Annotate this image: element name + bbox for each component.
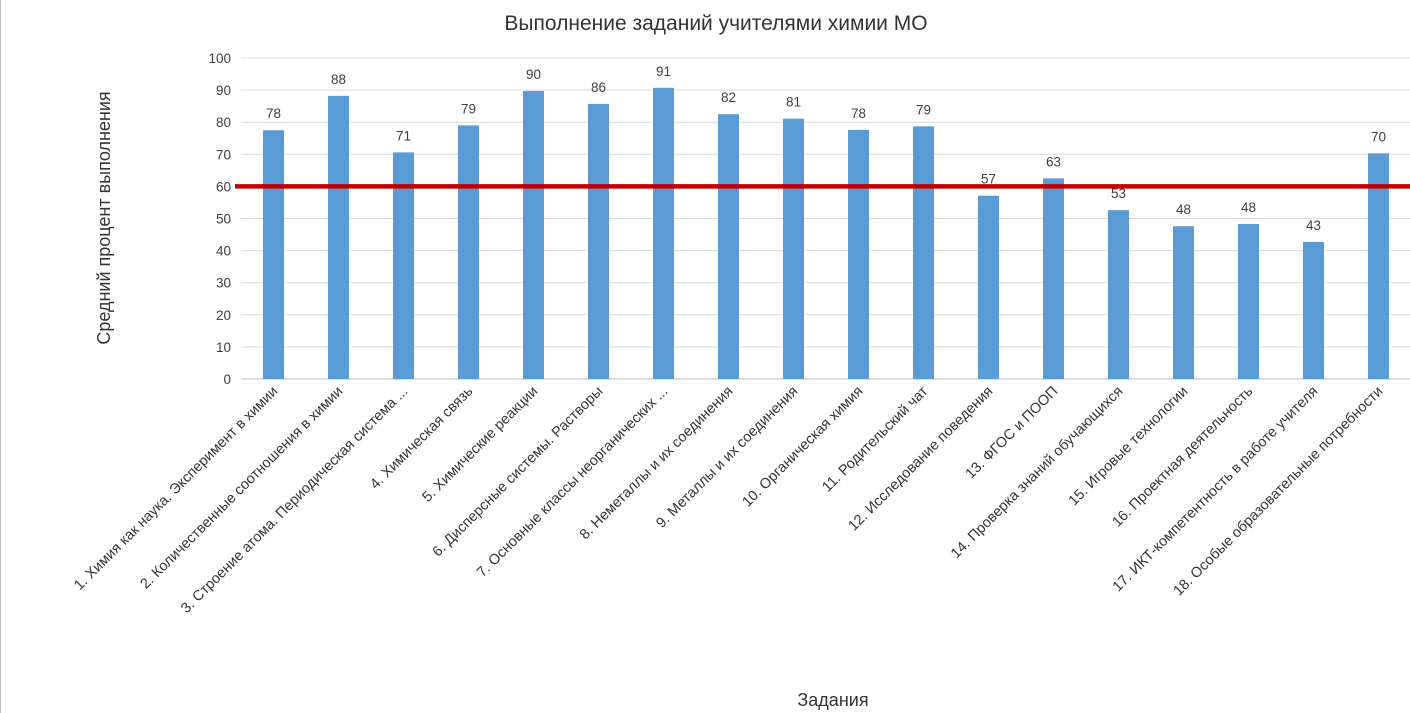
x-category-label: 5. Химические реакции bbox=[419, 384, 541, 506]
data-label: 71 bbox=[396, 128, 411, 143]
y-axis-title: Средний процент выполнения bbox=[94, 91, 114, 344]
bar bbox=[978, 195, 999, 379]
bar bbox=[653, 87, 674, 379]
bar bbox=[263, 130, 284, 379]
data-label: 78 bbox=[266, 106, 281, 121]
x-category-label: 10. Органическая химия bbox=[739, 384, 866, 511]
chart-title: Выполнение заданий учителями химии МО bbox=[504, 12, 927, 35]
y-tick-label: 40 bbox=[216, 244, 231, 259]
data-label: 70 bbox=[1371, 129, 1386, 144]
data-label: 81 bbox=[786, 95, 801, 110]
bar bbox=[328, 95, 349, 380]
data-label: 79 bbox=[461, 101, 476, 116]
data-label: 53 bbox=[1111, 186, 1126, 201]
data-label: 90 bbox=[526, 67, 541, 82]
gridlines bbox=[241, 57, 1410, 380]
y-tick-label: 20 bbox=[216, 308, 231, 323]
data-label: 48 bbox=[1241, 200, 1256, 215]
y-tick-label: 90 bbox=[216, 83, 231, 98]
x-category-label: 15. Игровые технологии bbox=[1066, 384, 1192, 510]
bar bbox=[1108, 210, 1129, 379]
data-label: 57 bbox=[981, 172, 996, 187]
y-tick-label: 100 bbox=[208, 51, 231, 66]
y-axis-ticks: 0 10 20 30 40 50 60 70 80 90 100 bbox=[208, 51, 231, 387]
y-tick-label: 80 bbox=[216, 115, 231, 130]
x-category-label: 3. Строение атома. Периодическая система… bbox=[178, 384, 411, 617]
y-tick-label: 50 bbox=[216, 212, 231, 227]
y-tick-label: 60 bbox=[216, 179, 231, 194]
bars bbox=[263, 87, 1389, 380]
data-label: 88 bbox=[331, 72, 346, 87]
x-axis-categories: 1. Химия как наука. Эксперимент в химии2… bbox=[71, 383, 1386, 616]
data-label: 91 bbox=[656, 64, 671, 79]
data-label: 79 bbox=[916, 102, 931, 117]
data-label: 86 bbox=[591, 80, 606, 95]
bar bbox=[393, 152, 414, 379]
bar bbox=[1368, 153, 1389, 379]
bar bbox=[913, 126, 934, 379]
y-tick-label: 30 bbox=[216, 276, 231, 291]
bar bbox=[1238, 223, 1259, 379]
bar bbox=[718, 114, 739, 380]
bar bbox=[458, 125, 479, 379]
x-axis-title: Задания bbox=[797, 690, 868, 710]
x-category-label: 9. Металлы и их соединения bbox=[653, 384, 801, 532]
bar bbox=[1303, 241, 1324, 379]
data-label: 82 bbox=[721, 90, 736, 105]
data-label: 48 bbox=[1176, 202, 1191, 217]
bar bbox=[523, 91, 544, 380]
bar bbox=[783, 118, 804, 379]
data-label: 78 bbox=[851, 106, 866, 121]
data-label: 43 bbox=[1306, 218, 1321, 233]
x-category-label: 16. Проектная деятельность bbox=[1109, 384, 1256, 531]
x-category-label: 11. Родительский чат bbox=[819, 383, 931, 495]
y-tick-label: 70 bbox=[216, 147, 231, 162]
y-tick-label: 0 bbox=[223, 372, 231, 387]
bar bbox=[848, 129, 869, 379]
bar bbox=[588, 103, 609, 379]
bar bbox=[1173, 226, 1194, 379]
data-labels: 78 88 71 79 90 86 91 82 81 78 79 57 63 53 48 48 43 70 bbox=[266, 64, 1386, 233]
bar bbox=[1043, 178, 1064, 379]
y-tick-label: 10 bbox=[216, 340, 231, 355]
data-label: 63 bbox=[1046, 154, 1061, 169]
